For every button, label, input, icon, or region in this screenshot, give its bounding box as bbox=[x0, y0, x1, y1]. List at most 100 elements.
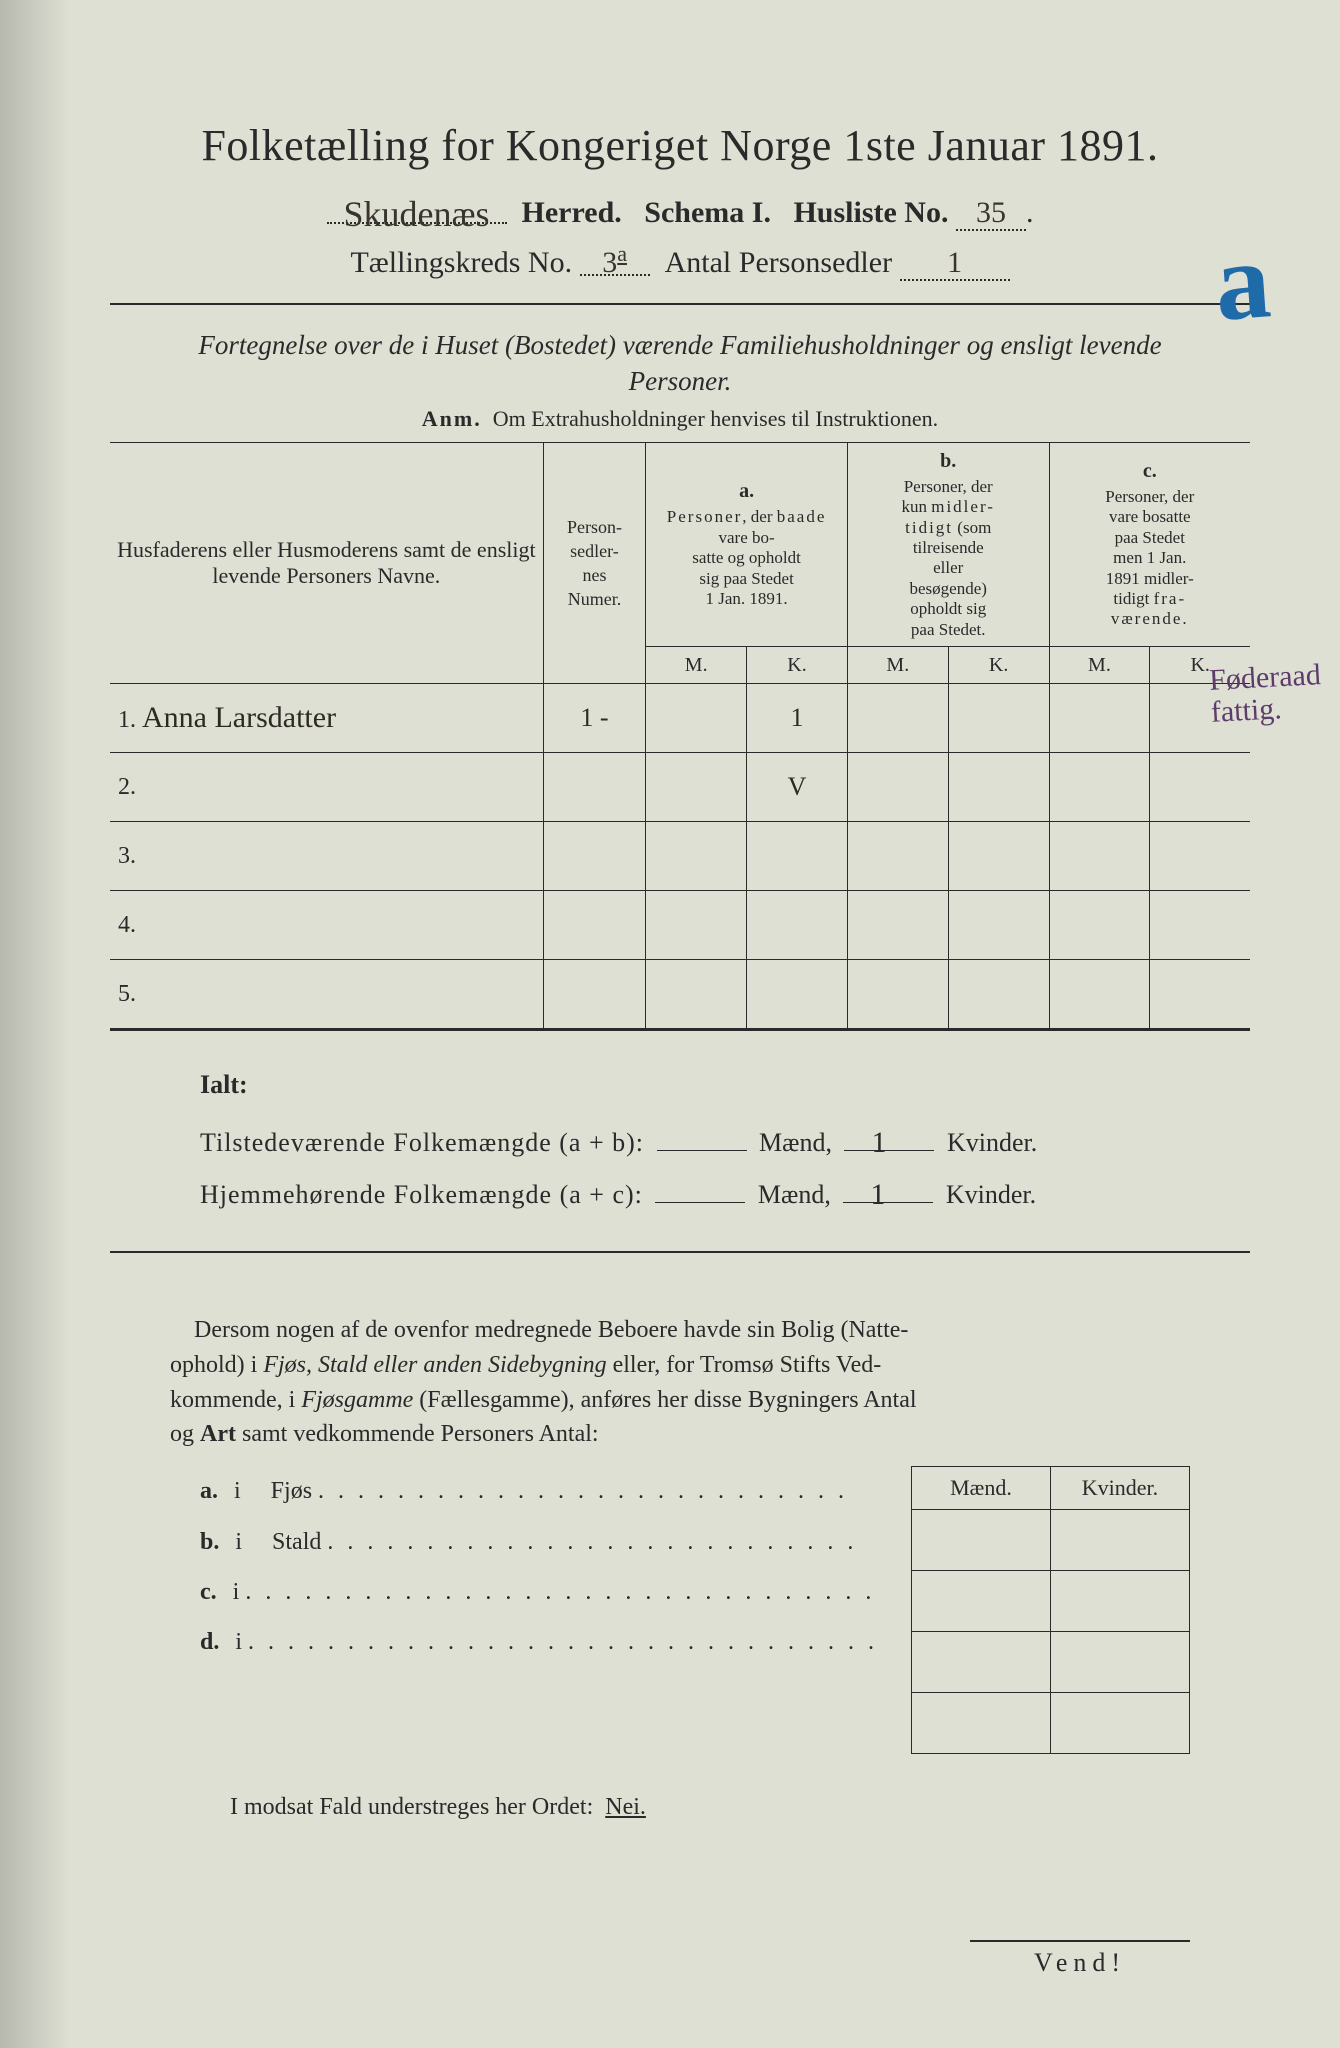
list-item: d. i . . . . . . . . . . . . . . . . . .… bbox=[200, 1617, 891, 1667]
list-item: c. i . . . . . . . . . . . . . . . . . .… bbox=[200, 1567, 891, 1617]
husliste-field: 35 bbox=[956, 196, 1026, 231]
margin-note-line2: fattig. bbox=[1210, 692, 1282, 729]
col-a-k: K. bbox=[747, 647, 848, 684]
col-name-text: Husfaderens eller Husmoderens samt de en… bbox=[117, 537, 536, 588]
row-num: 3. bbox=[118, 843, 136, 869]
anm-label: Anm. bbox=[422, 406, 482, 431]
bottom-section: a. i Fjøs . . . . . . . . . . . . . . . … bbox=[200, 1466, 1190, 1754]
col-c-label: c. bbox=[1143, 460, 1157, 482]
margin-note-line1: Føderaad bbox=[1209, 658, 1322, 697]
cell bbox=[912, 1510, 1051, 1571]
row-letter: b. bbox=[200, 1529, 219, 1555]
table-row: 4. bbox=[110, 891, 1250, 960]
cell bbox=[1051, 1693, 1190, 1754]
page-shadow bbox=[0, 0, 70, 2048]
maend-label: Mænd, bbox=[759, 1128, 832, 1157]
col-b-label: b. bbox=[940, 450, 956, 472]
small-col-m: Mænd. bbox=[912, 1467, 1051, 1510]
kreds-value: 3 bbox=[602, 246, 617, 279]
building-list: a. i Fjøs . . . . . . . . . . . . . . . … bbox=[200, 1466, 891, 1668]
row-sedler: 1 - bbox=[580, 703, 608, 732]
cell bbox=[1051, 1632, 1190, 1693]
ialt-r1-k-val: 1 bbox=[871, 1113, 886, 1173]
ialt-r1-k: 1 bbox=[844, 1127, 934, 1151]
col-c-header: c. Personer, dervare bosattepaa Stedetme… bbox=[1049, 442, 1250, 646]
subheading: Fortegnelse over de i Huset (Bostedet) v… bbox=[150, 327, 1210, 400]
rule-2 bbox=[110, 1251, 1250, 1253]
ialt-row2-label: Hjemmehørende Folkemængde (a + c): bbox=[200, 1180, 643, 1209]
census-form-page: Folketælling for Kongeriget Norge 1ste J… bbox=[0, 0, 1340, 2048]
col-a-desc: Personer, der baade vare bo-satte og oph… bbox=[652, 507, 841, 609]
row-num: 2. bbox=[118, 774, 136, 800]
dots: . . . . . . . . . . . . . . . . . . . . … bbox=[248, 1629, 878, 1655]
col-b-header: b. Personer, derkun midler-tidigt (somti… bbox=[847, 442, 1049, 646]
col-b-m: M. bbox=[847, 647, 948, 684]
herred-value: Skudenæs bbox=[344, 194, 490, 234]
col-c-m: M. bbox=[1049, 647, 1150, 684]
col-b-desc: Personer, derkun midler-tidigt (somtilre… bbox=[854, 477, 1043, 640]
col-a-m: M. bbox=[646, 647, 747, 684]
cell bbox=[1051, 1571, 1190, 1632]
cell bbox=[912, 1693, 1051, 1754]
cell: V bbox=[788, 772, 807, 801]
ialt-r2-k-val: 1 bbox=[870, 1165, 885, 1225]
census-table: Husfaderens eller Husmoderens samt de en… bbox=[110, 442, 1250, 1031]
table-row: 5. bbox=[110, 960, 1250, 1030]
table-row: 3. bbox=[110, 822, 1250, 891]
cell bbox=[912, 1571, 1051, 1632]
anm-text: Om Extrahusholdninger henvises til Instr… bbox=[493, 406, 938, 431]
building-count-table: Mænd.Kvinder. bbox=[911, 1466, 1190, 1754]
nei-prefix: I modsat Fald understreges her Ordet: bbox=[230, 1794, 593, 1820]
form-title: Folketælling for Kongeriget Norge 1ste J… bbox=[110, 120, 1250, 171]
row-letter: a. bbox=[200, 1478, 218, 1504]
row-num: 5. bbox=[118, 981, 136, 1007]
rule-1 bbox=[110, 303, 1250, 305]
ialt-row-1: Tilstedeværende Folkemængde (a + b): Mæn… bbox=[200, 1117, 1250, 1169]
ialt-row1-label: Tilstedeværende Folkemængde (a + b): bbox=[200, 1128, 644, 1157]
row-i: i bbox=[233, 1579, 240, 1605]
antal-value: 1 bbox=[947, 246, 962, 279]
dots: . . . . . . . . . . . . . . . . . . . . … bbox=[318, 1478, 848, 1504]
row-num: 4. bbox=[118, 912, 136, 938]
husliste-label: Husliste No. bbox=[793, 196, 948, 229]
husliste-value: 35 bbox=[976, 196, 1006, 229]
kvinder-label: Kvinder. bbox=[947, 1128, 1037, 1157]
kreds-field: 3a bbox=[580, 241, 650, 276]
col-c-desc: Personer, dervare bosattepaa Stedetmen 1… bbox=[1056, 487, 1244, 630]
kreds-label: Tællingskreds No. bbox=[350, 246, 572, 279]
header-line-2: Skudenæs Herred. Schema I. Husliste No. … bbox=[110, 189, 1250, 231]
nei-word: Nei. bbox=[605, 1794, 646, 1820]
nei-line: I modsat Fald understreges her Ordet: Ne… bbox=[230, 1794, 1250, 1821]
row-i: i bbox=[234, 1478, 241, 1504]
col-num-text: Person- sedler- nes Numer. bbox=[567, 517, 622, 609]
ialt-r1-m bbox=[657, 1127, 747, 1151]
table-row: 1. Anna Larsdatter 1 - 1 bbox=[110, 684, 1250, 753]
col-name-header: Husfaderens eller Husmoderens samt de en… bbox=[110, 442, 543, 683]
col-b-k: K. bbox=[948, 647, 1049, 684]
kreds-suffix: a bbox=[617, 241, 627, 266]
herred-label: Herred. bbox=[522, 196, 622, 229]
blue-pencil-letter: a bbox=[1211, 216, 1275, 347]
anm-line: Anm. Om Extrahusholdninger henvises til … bbox=[110, 406, 1250, 432]
cell: 1 bbox=[791, 703, 804, 732]
dots: . . . . . . . . . . . . . . . . . . . . … bbox=[245, 1579, 875, 1605]
margin-note: Føderaad fattig. bbox=[1209, 659, 1324, 728]
list-item: a. i Fjøs . . . . . . . . . . . . . . . … bbox=[200, 1466, 891, 1516]
table-row: 2. V bbox=[110, 753, 1250, 822]
small-col-k: Kvinder. bbox=[1051, 1467, 1190, 1510]
header-line-3: Tællingskreds No. 3a Antal Personsedler … bbox=[110, 241, 1250, 281]
cell bbox=[1051, 1510, 1190, 1571]
row-letter: c. bbox=[200, 1579, 217, 1605]
ialt-r2-k: 1 bbox=[843, 1179, 933, 1203]
col-a-label: a. bbox=[739, 480, 754, 502]
schema-label: Schema I. bbox=[644, 196, 771, 229]
ialt-heading: Ialt: bbox=[200, 1070, 248, 1099]
row-i: i bbox=[235, 1629, 242, 1655]
dots: . . . . . . . . . . . . . . . . . . . . … bbox=[327, 1529, 857, 1555]
antal-field: 1 bbox=[900, 246, 1010, 281]
ialt-row-2: Hjemmehørende Folkemængde (a + c): Mænd,… bbox=[200, 1169, 1250, 1221]
herred-field: Skudenæs bbox=[327, 189, 507, 224]
row-name: Anna Larsdatter bbox=[142, 701, 336, 734]
col-num-header: Person- sedler- nes Numer. bbox=[543, 442, 646, 683]
ialt-r2-m bbox=[655, 1179, 745, 1203]
